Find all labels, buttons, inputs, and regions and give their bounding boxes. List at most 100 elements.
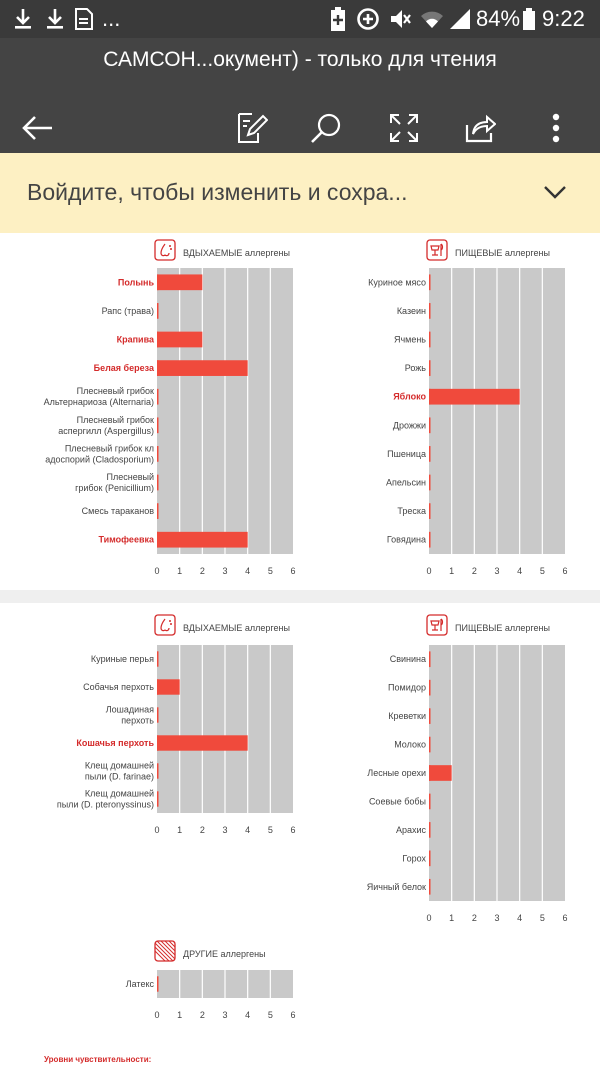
category-label: Полынь	[118, 277, 155, 287]
file-icon	[74, 0, 94, 38]
category-label: Креветки	[388, 711, 426, 721]
chevron-down-icon[interactable]	[541, 184, 569, 202]
battery-percent: 84%	[476, 6, 521, 31]
x-tick-label: 1	[449, 566, 454, 576]
bar-baseline-stub	[157, 388, 159, 405]
other-allergen-icon	[154, 940, 176, 962]
x-tick-label: 0	[426, 566, 431, 576]
bar-baseline-stub	[429, 822, 431, 838]
fullscreen-icon	[390, 114, 418, 142]
chart-title-prefix: ВДЫХАЕМЫЕ	[183, 248, 245, 258]
share-button[interactable]	[456, 104, 504, 152]
more-options-button[interactable]	[532, 104, 580, 152]
bar-baseline-stub	[429, 417, 431, 434]
search-button[interactable]	[302, 104, 350, 152]
category-label: Яблоко	[393, 392, 426, 402]
x-tick-label: 6	[290, 825, 295, 835]
chart-title-prefix: ПИЩЕВЫЕ	[455, 248, 505, 258]
chart-title: ВДЫХАЕМЫЕ аллергены	[183, 248, 290, 258]
signin-banner[interactable]: Войдите, чтобы изменить и сохра...	[0, 153, 600, 233]
bar-baseline-stub	[429, 274, 431, 291]
x-tick-label: 5	[540, 913, 545, 923]
category-label: Говядина	[387, 535, 426, 545]
category-label: Рожь	[405, 363, 427, 373]
category-label: Плесневый грибок (Penicillium)	[75, 472, 154, 493]
chart-title: ПИЩЕВЫЕ аллергены	[455, 248, 550, 258]
category-label: Белая береза	[94, 363, 155, 373]
bar-baseline-stub	[157, 651, 159, 667]
category-label: Апельсин	[386, 478, 426, 488]
x-tick-label: 4	[245, 566, 250, 576]
x-tick-label: 3	[222, 1010, 227, 1020]
allergen-chart-4: ПИЩЕВЫЕ аллергены Свинина Помидор Креветки М…	[367, 614, 568, 923]
bar-baseline-stub	[429, 331, 431, 348]
bar	[429, 765, 452, 781]
x-tick-label: 6	[562, 566, 567, 576]
bar	[157, 331, 203, 348]
battery-icon	[522, 0, 536, 38]
x-tick-label: 0	[426, 913, 431, 923]
category-label: Смесь тараканов	[82, 506, 155, 516]
category-label: Куриные перья	[91, 654, 154, 664]
category-label: Собачья перхоть	[83, 682, 154, 692]
category-label: Плесневый грибок кл адоспорий (Cladospori…	[45, 443, 154, 464]
x-tick-label: 6	[290, 566, 295, 576]
category-label: Клещ домашней пыли (D. farinae)	[85, 761, 154, 782]
download-icon	[44, 0, 66, 38]
bar-baseline-stub	[157, 791, 159, 807]
category-label: Лесные орехи	[367, 768, 426, 778]
category-label: Крапива	[117, 335, 155, 345]
bar	[157, 360, 248, 376]
status-bar: ... 84% 9:22	[0, 0, 600, 38]
x-tick-label: 3	[494, 566, 499, 576]
bar	[157, 735, 248, 751]
x-tick-label: 4	[517, 566, 522, 576]
bar	[157, 531, 248, 548]
chart-title-prefix: ДРУГИЕ	[183, 949, 220, 959]
bar-baseline-stub	[429, 651, 431, 668]
food-allergen-icon	[426, 239, 448, 261]
bar-baseline-stub	[157, 474, 159, 491]
chart-title-suffix: аллергены	[245, 623, 290, 633]
x-tick-label: 6	[562, 913, 567, 923]
bar-baseline-stub	[429, 793, 431, 810]
bar-baseline-stub	[429, 708, 431, 724]
back-button[interactable]	[14, 104, 62, 152]
legend-title: Уровни чувствительности:	[44, 1055, 151, 1064]
allergen-chart-2: ПИЩЕВЫЕ аллергены Куриное мясо Казеин Ячмен…	[368, 239, 568, 576]
inhaled-allergen-icon	[154, 239, 176, 261]
chart-title-prefix: ПИЩЕВЫЕ	[455, 623, 505, 633]
x-tick-label: 4	[245, 825, 250, 835]
wifi-icon	[420, 0, 444, 38]
x-tick-label: 4	[245, 1010, 250, 1020]
x-tick-label: 3	[494, 913, 499, 923]
search-icon	[311, 113, 341, 143]
clock: 9:22	[542, 6, 585, 31]
category-label: Дрожжи	[393, 420, 426, 430]
bar-baseline-stub	[157, 503, 159, 519]
fullscreen-button[interactable]	[380, 104, 428, 152]
chart-title-suffix: аллергены	[220, 949, 265, 959]
edit-button[interactable]	[228, 104, 276, 152]
bar-baseline-stub	[429, 850, 431, 867]
download-icon	[12, 0, 34, 38]
category-label: Плесневый грибок аспергилл (Aspergillus)	[58, 415, 154, 436]
x-tick-label: 1	[449, 913, 454, 923]
x-tick-label: 6	[290, 1010, 295, 1020]
bar-baseline-stub	[157, 303, 159, 319]
battery-saver-icon	[330, 0, 346, 38]
share-icon	[465, 114, 496, 143]
allergen-chart-1: ВДЫХАЕМЫЕ аллергены Полынь Рапс (трава) Кра…	[44, 239, 296, 576]
allergen-chart-5: ДРУГИЕ аллергены Латекс 0 1 2 3 4 5 6	[126, 940, 296, 1020]
inhaled-allergen-icon	[154, 614, 176, 636]
category-label: Казеин	[397, 306, 426, 316]
x-tick-label: 1	[177, 566, 182, 576]
notifications-overflow: ...	[102, 6, 121, 31]
bar-baseline-stub	[157, 707, 159, 723]
category-label: Яичный белок	[367, 882, 426, 892]
category-label: Горох	[402, 853, 426, 863]
title-bar: САМСОН...окумент) - только для чтения	[0, 38, 600, 153]
category-label: Тимофеевка	[98, 535, 155, 545]
bar-baseline-stub	[429, 531, 431, 548]
data-saver-icon	[356, 0, 380, 38]
